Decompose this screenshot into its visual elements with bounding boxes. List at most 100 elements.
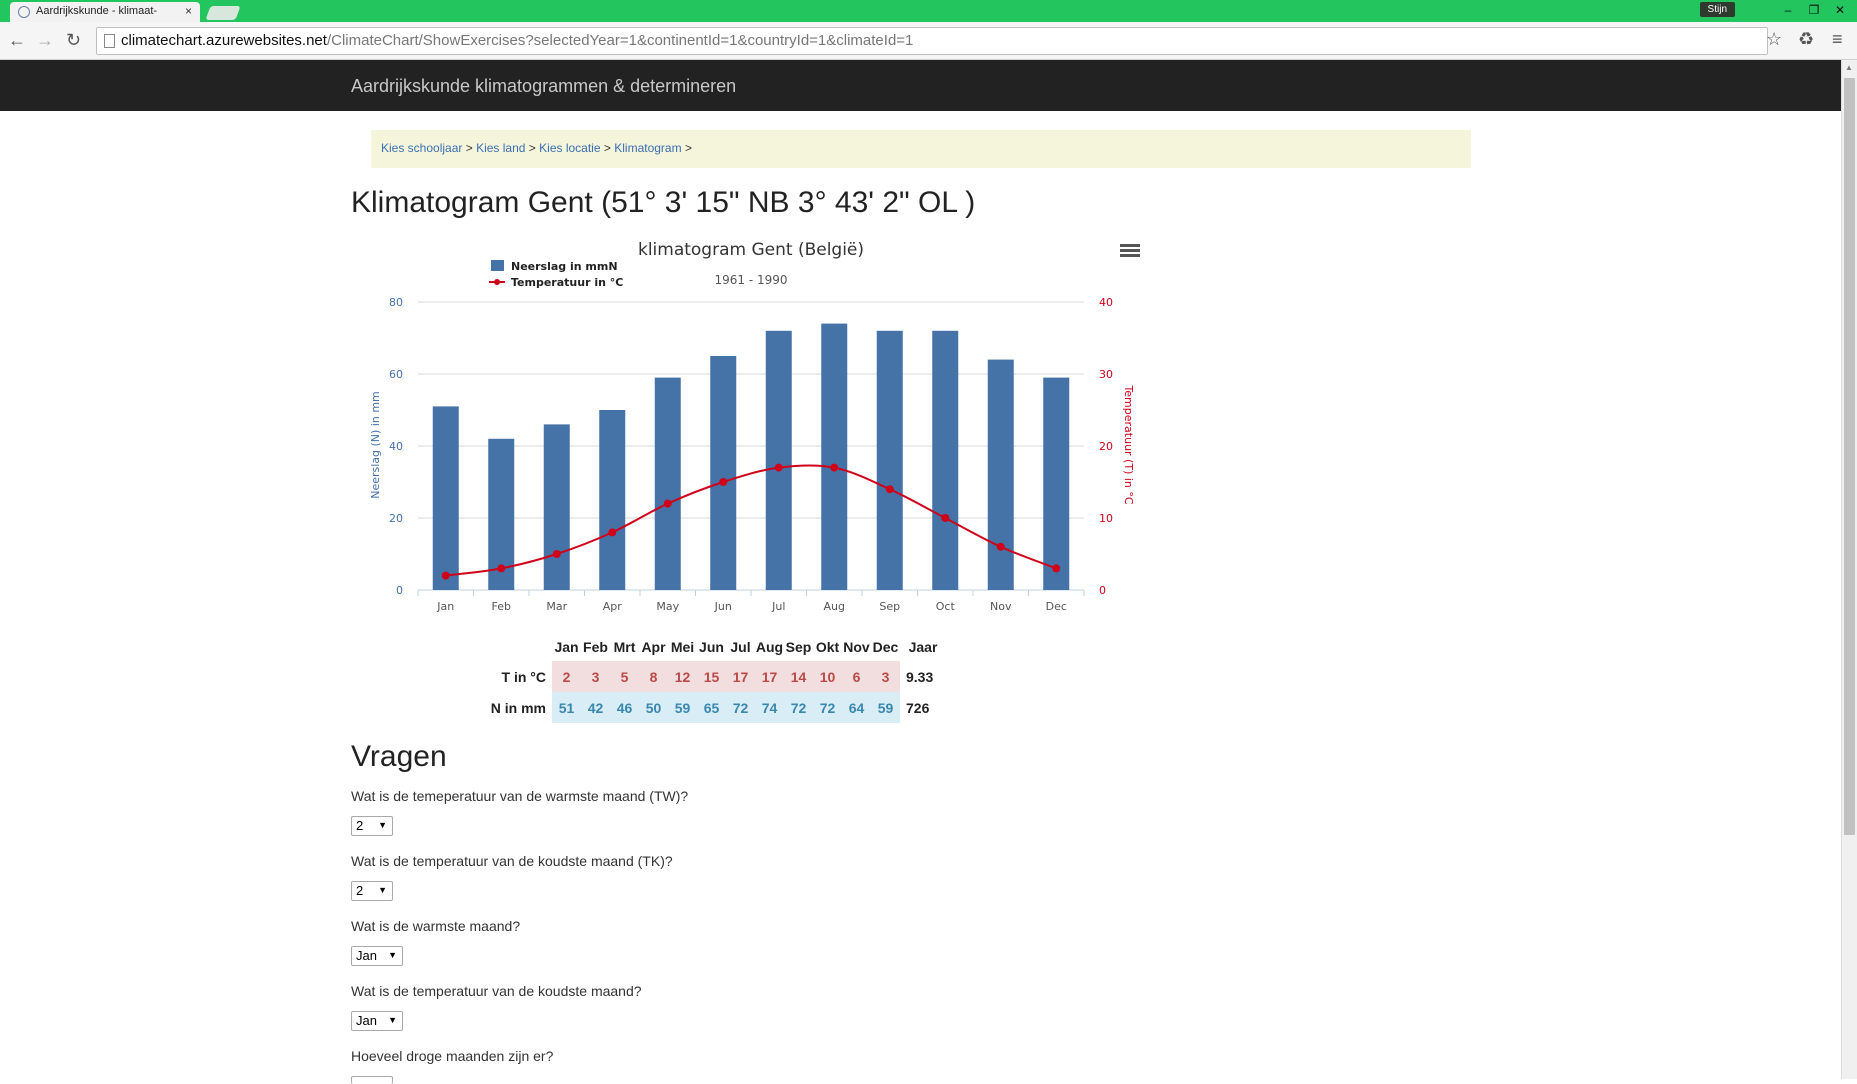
table-header-cell: Nov xyxy=(843,638,870,655)
scroll-thumb[interactable] xyxy=(1844,78,1855,835)
restore-icon[interactable]: ❐ xyxy=(1808,3,1820,17)
table-header-cell: Mrt xyxy=(613,638,636,655)
select-value: 2 xyxy=(356,883,364,898)
table-header-cell: Jaar xyxy=(908,638,938,655)
scrollbar[interactable]: ▲ xyxy=(1841,60,1857,1079)
table-header-cell: Mei xyxy=(670,638,695,655)
table-cell: 65 xyxy=(697,692,726,723)
table-header-cell: Sep xyxy=(785,638,812,655)
table-cell: 17 xyxy=(726,661,755,692)
breadcrumb-locatie[interactable]: Kies locatie xyxy=(539,141,601,155)
site-brand-link[interactable]: Aardrijkskunde klimatogrammen & determin… xyxy=(351,76,737,96)
climate-table: Jan Feb Mrt Apr Mei Jun Jul Aug Sep Okt Nov Dec Jaar… xyxy=(480,632,946,723)
chart-legend[interactable]: Neerslag in mmN Temperatuur in °C xyxy=(489,260,623,289)
star-icon[interactable]: ☆ xyxy=(1766,29,1783,49)
url-path: /ClimateChart/ShowExercises?selectedYear… xyxy=(326,32,914,49)
table-row-label: T in °C xyxy=(501,668,546,685)
select-value: 2 xyxy=(356,818,364,833)
y-axis-label-right: Temperatuur (T) in °C xyxy=(1122,384,1135,504)
temperature-point xyxy=(608,528,617,537)
table-cell: 5 xyxy=(610,661,639,692)
legend-label-temperatuur[interactable]: Temperatuur in °C xyxy=(511,276,623,289)
x-tick-label: Feb xyxy=(492,600,511,613)
legend-swatch-neerslag xyxy=(491,260,504,271)
table-cell: 42 xyxy=(581,692,610,723)
chart-bar xyxy=(876,330,903,590)
chart-subtitle: 1961 - 1990 xyxy=(714,273,787,287)
table-cell: 59 xyxy=(871,692,900,723)
question-label: Wat is de temeperatuur van de warmste ma… xyxy=(351,788,689,804)
chart-bar xyxy=(599,410,626,590)
table-cell: 51 xyxy=(552,692,581,723)
table-cell: 15 xyxy=(697,661,726,692)
breadcrumb-separator: > xyxy=(684,141,692,155)
extension-icon[interactable]: ♻ xyxy=(1798,29,1815,49)
address-bar[interactable]: climatechart.azurewebsites.net/ClimateCh… xyxy=(96,27,1768,55)
question-select[interactable]: Jan ▼ xyxy=(351,1011,403,1031)
question-label: Hoeveel droge maanden zijn er? xyxy=(351,1048,554,1064)
url-host: climatechart.azurewebsites.net xyxy=(121,32,327,49)
table-cell: 10 xyxy=(813,661,842,692)
chart-bar xyxy=(1043,377,1070,590)
temperature-point xyxy=(996,542,1005,551)
forward-icon[interactable]: → xyxy=(36,30,54,50)
close-window-icon[interactable]: ✕ xyxy=(1834,3,1846,17)
y-axis-label-left: Neerslag (N) in mm xyxy=(369,391,382,499)
back-icon[interactable]: ← xyxy=(8,30,26,50)
y-tick-label-left: 40 xyxy=(389,440,403,453)
scroll-up-icon[interactable]: ▲ xyxy=(1845,63,1853,72)
table-cell: 50 xyxy=(639,692,668,723)
site-navbar: Aardrijkskunde klimatogrammen & determin… xyxy=(0,60,1841,111)
breadcrumb-land[interactable]: Kies land xyxy=(476,141,526,155)
y-tick-label-left: 80 xyxy=(389,296,403,309)
profile-button[interactable]: Stijn xyxy=(1699,2,1735,17)
y-tick-label-left: 0 xyxy=(396,584,403,597)
y-tick-label-left: 60 xyxy=(389,368,403,381)
question-select[interactable]: 2 ▼ xyxy=(351,881,393,901)
chevron-down-icon: ▼ xyxy=(378,820,387,830)
breadcrumb-schooljaar[interactable]: Kies schooljaar xyxy=(381,141,463,155)
legend-label-neerslag[interactable]: Neerslag in mmN xyxy=(511,260,618,273)
table-row: T in °C 2 3 5 8 12 15 17 17 14 10 6 3 9.33 xyxy=(480,661,946,692)
table-cell: 72 xyxy=(726,692,755,723)
chart-menu-icon[interactable] xyxy=(1120,244,1140,260)
temperature-point xyxy=(941,514,950,522)
y-tick-label-right: 30 xyxy=(1099,368,1113,381)
x-tick-label: Mar xyxy=(546,600,567,613)
table-cell: 8 xyxy=(639,661,668,692)
table-cell: 64 xyxy=(842,692,871,723)
table-header-cell: Dec xyxy=(872,638,899,655)
table-cell: 17 xyxy=(755,661,784,692)
minimize-icon[interactable]: – xyxy=(1784,3,1792,17)
menu-icon[interactable]: ≡ xyxy=(1832,29,1843,49)
table-corner xyxy=(480,632,552,661)
reload-icon[interactable]: ↻ xyxy=(66,30,82,50)
x-tick-label: Jan xyxy=(436,600,454,613)
new-tab-button[interactable] xyxy=(205,6,241,20)
table-header-cell: Apr xyxy=(641,638,666,655)
chart-bar xyxy=(821,323,848,590)
breadcrumb-klimatogram[interactable]: Klimatogram xyxy=(614,141,682,155)
table-row: N in mm 51 42 46 50 59 65 72 74 72 72 64 59 726 xyxy=(480,692,946,723)
legend-marker-temperatuur xyxy=(494,279,500,285)
chart-bar xyxy=(987,359,1014,590)
question-select[interactable] xyxy=(351,1076,393,1084)
table-cell: 3 xyxy=(871,661,900,692)
close-tab-icon[interactable]: × xyxy=(184,4,192,18)
question-select[interactable]: 2 ▼ xyxy=(351,816,393,836)
breadcrumb-separator: > xyxy=(603,141,611,155)
y-tick-label-right: 10 xyxy=(1099,512,1113,525)
temperature-line xyxy=(445,464,1057,577)
x-tick-label: Jun xyxy=(714,600,732,613)
browser-tab[interactable]: Aardrijkskunde - klimaat- × xyxy=(10,2,200,22)
x-tick-label: Dec xyxy=(1046,600,1067,613)
temperature-point xyxy=(1052,564,1061,573)
table-cell: 72 xyxy=(784,692,813,723)
x-tick-label: Sep xyxy=(879,600,900,613)
browser-tab-bar: Aardrijkskunde - klimaat- × Stijn – ❐ ✕ xyxy=(0,0,1857,22)
table-cell: 59 xyxy=(668,692,697,723)
x-tick-label: Jul xyxy=(771,600,785,613)
temperature-point xyxy=(774,463,783,472)
table-cell: 6 xyxy=(842,661,871,692)
question-select[interactable]: Jan ▼ xyxy=(351,946,403,966)
